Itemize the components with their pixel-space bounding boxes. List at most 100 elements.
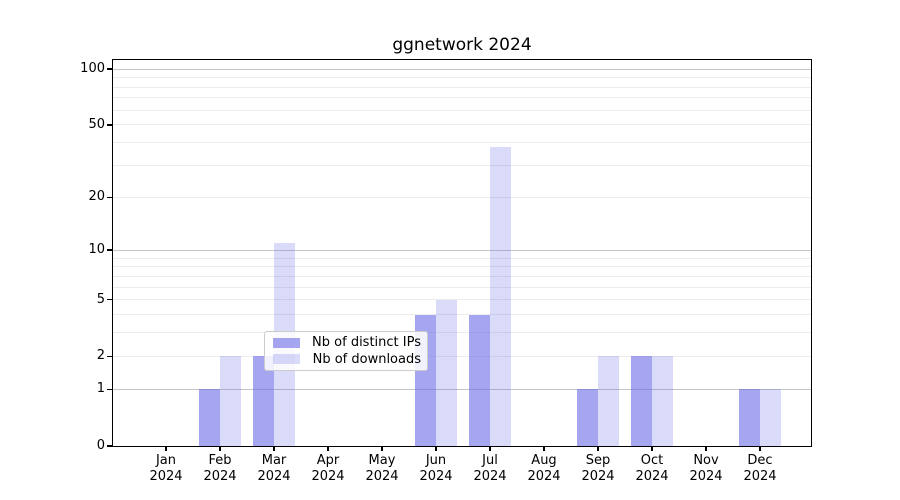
- y-tick-mark: [107, 298, 113, 301]
- x-tick-mark: [759, 446, 761, 451]
- x-tick-year: 2024: [419, 469, 453, 484]
- y-tick-mark: [107, 196, 113, 199]
- x-tick-year: 2024: [203, 469, 237, 484]
- x-tick-mark: [327, 446, 329, 451]
- legend-swatch: [273, 337, 300, 348]
- y-tick-label: 5: [96, 291, 105, 307]
- bar-downloads: [490, 146, 511, 446]
- y-tick-mark: [107, 249, 113, 251]
- x-tick-month: Nov: [693, 453, 719, 468]
- bar-downloads: [220, 356, 241, 446]
- x-tick-mark: [165, 446, 167, 451]
- legend-label: Nb of distinct IPs: [312, 335, 421, 351]
- x-tick-year: 2024: [473, 469, 507, 484]
- gridline-minor: [113, 124, 811, 126]
- x-tick-mark: [651, 446, 653, 451]
- x-tick-mark: [219, 446, 221, 451]
- y-tick-mark: [107, 124, 113, 126]
- legend-swatch: [273, 354, 300, 365]
- y-tick-label: 10: [88, 242, 105, 258]
- y-tick-mark: [107, 388, 113, 391]
- x-tick-mark: [273, 446, 275, 451]
- bar-downloads: [760, 389, 781, 446]
- x-tick-label: Oct 2024: [622, 453, 682, 485]
- y-tick-label: 50: [88, 116, 105, 132]
- gridline-minor: [113, 77, 811, 79]
- x-tick-label: Nov 2024: [676, 453, 736, 485]
- legend-item: Nb of downloads: [273, 351, 421, 367]
- x-tick-mark: [543, 446, 545, 451]
- bar-distinct-ips: [577, 389, 598, 446]
- x-tick-month: Feb: [208, 453, 232, 468]
- x-tick-mark: [381, 446, 383, 451]
- gridline-minor: [113, 165, 811, 167]
- legend: Nb of distinct IPs Nb of downloads: [264, 331, 428, 371]
- x-tick-mark: [705, 446, 707, 451]
- gridline-minor: [113, 196, 811, 198]
- bar-distinct-ips: [469, 314, 490, 446]
- gridline-minor: [113, 332, 811, 334]
- y-tick-label: 1: [96, 381, 105, 397]
- x-tick-year: 2024: [311, 469, 345, 484]
- bar-downloads: [598, 356, 619, 446]
- gridline-minor: [113, 314, 811, 316]
- gridline-minor: [113, 97, 811, 99]
- legend-label: Nb of downloads: [312, 351, 421, 367]
- gridline-minor: [113, 275, 811, 277]
- gridline-minor: [113, 355, 811, 357]
- x-tick-label: Feb 2024: [190, 453, 250, 485]
- y-tick-label: 100: [80, 61, 105, 77]
- legend-item: Nb of distinct IPs: [273, 335, 421, 351]
- bar-downloads: [436, 299, 457, 446]
- x-tick-label: Jun 2024: [406, 453, 466, 485]
- x-tick-year: 2024: [581, 469, 615, 484]
- x-tick-month: Sep: [585, 453, 611, 468]
- x-tick-month: Oct: [640, 453, 664, 468]
- x-tick-mark: [597, 446, 599, 451]
- gridline-minor: [113, 257, 811, 259]
- x-tick-label: Aug 2024: [514, 453, 574, 485]
- bar-distinct-ips: [631, 356, 652, 446]
- gridline-major: [113, 249, 811, 251]
- y-tick-label: 0: [96, 438, 105, 453]
- y-tick-mark: [107, 445, 113, 447]
- x-tick-label: Jul 2024: [460, 453, 520, 485]
- x-tick-month: Dec: [747, 453, 773, 468]
- x-tick-mark: [435, 446, 437, 451]
- chart-title: ggnetwork 2024: [392, 35, 532, 55]
- x-tick-month: May: [368, 453, 396, 468]
- x-tick-month: Aug: [531, 453, 557, 468]
- x-tick-year: 2024: [689, 469, 723, 484]
- x-tick-month: Jun: [425, 453, 447, 468]
- x-tick-label: Apr 2024: [298, 453, 358, 485]
- x-tick-year: 2024: [149, 469, 183, 484]
- x-tick-month: Apr: [316, 453, 340, 468]
- y-tick-label: 2: [96, 348, 105, 364]
- x-tick-label: Dec 2024: [730, 453, 790, 485]
- x-tick-mark: [489, 446, 491, 451]
- x-tick-label: Jan 2024: [136, 453, 196, 485]
- x-tick-month: Jul: [482, 453, 498, 468]
- x-tick-month: Jan: [155, 453, 177, 468]
- gridline-minor: [113, 109, 811, 111]
- plot-area: [113, 60, 811, 446]
- x-tick-label: Sep 2024: [568, 453, 628, 485]
- bar-downloads: [652, 356, 673, 446]
- bar-distinct-ips: [739, 389, 760, 446]
- x-tick-month: Mar: [261, 453, 287, 468]
- gridline-minor: [113, 142, 811, 144]
- y-tick-mark: [107, 355, 113, 358]
- x-tick-year: 2024: [527, 469, 561, 484]
- bar-distinct-ips: [253, 356, 274, 446]
- gridline-major: [113, 68, 811, 70]
- gridline-minor: [113, 299, 811, 301]
- bar-distinct-ips: [199, 389, 220, 446]
- x-tick-year: 2024: [365, 469, 399, 484]
- x-tick-year: 2024: [743, 469, 777, 484]
- x-tick-year: 2024: [257, 469, 291, 484]
- gridline-minor: [113, 286, 811, 288]
- gridline-major: [113, 388, 811, 390]
- gridline-minor: [113, 266, 811, 268]
- y-tick-mark: [107, 68, 113, 70]
